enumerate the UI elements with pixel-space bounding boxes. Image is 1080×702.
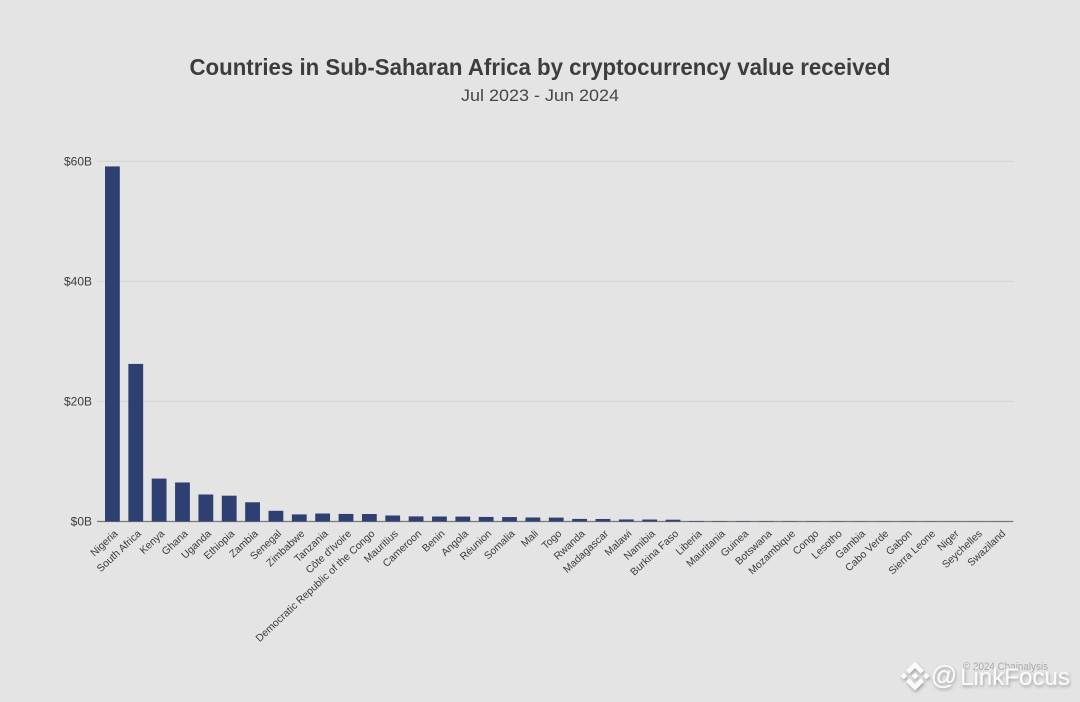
svg-text:LinkFocus: LinkFocus	[960, 664, 1070, 691]
svg-text:$40B: $40B	[64, 274, 92, 288]
svg-text:Jul 2023 - Jun 2024: Jul 2023 - Jun 2024	[461, 86, 619, 105]
svg-text:$20B: $20B	[64, 394, 92, 408]
svg-text:@: @	[931, 660, 957, 690]
svg-text:© 2024 Chainalysis: © 2024 Chainalysis	[963, 661, 1048, 673]
svg-text:$0B: $0B	[71, 515, 92, 529]
svg-text:$60B: $60B	[64, 154, 92, 168]
svg-text:Countries in Sub-Saharan Afric: Countries in Sub-Saharan Africa by crypt…	[190, 54, 891, 80]
